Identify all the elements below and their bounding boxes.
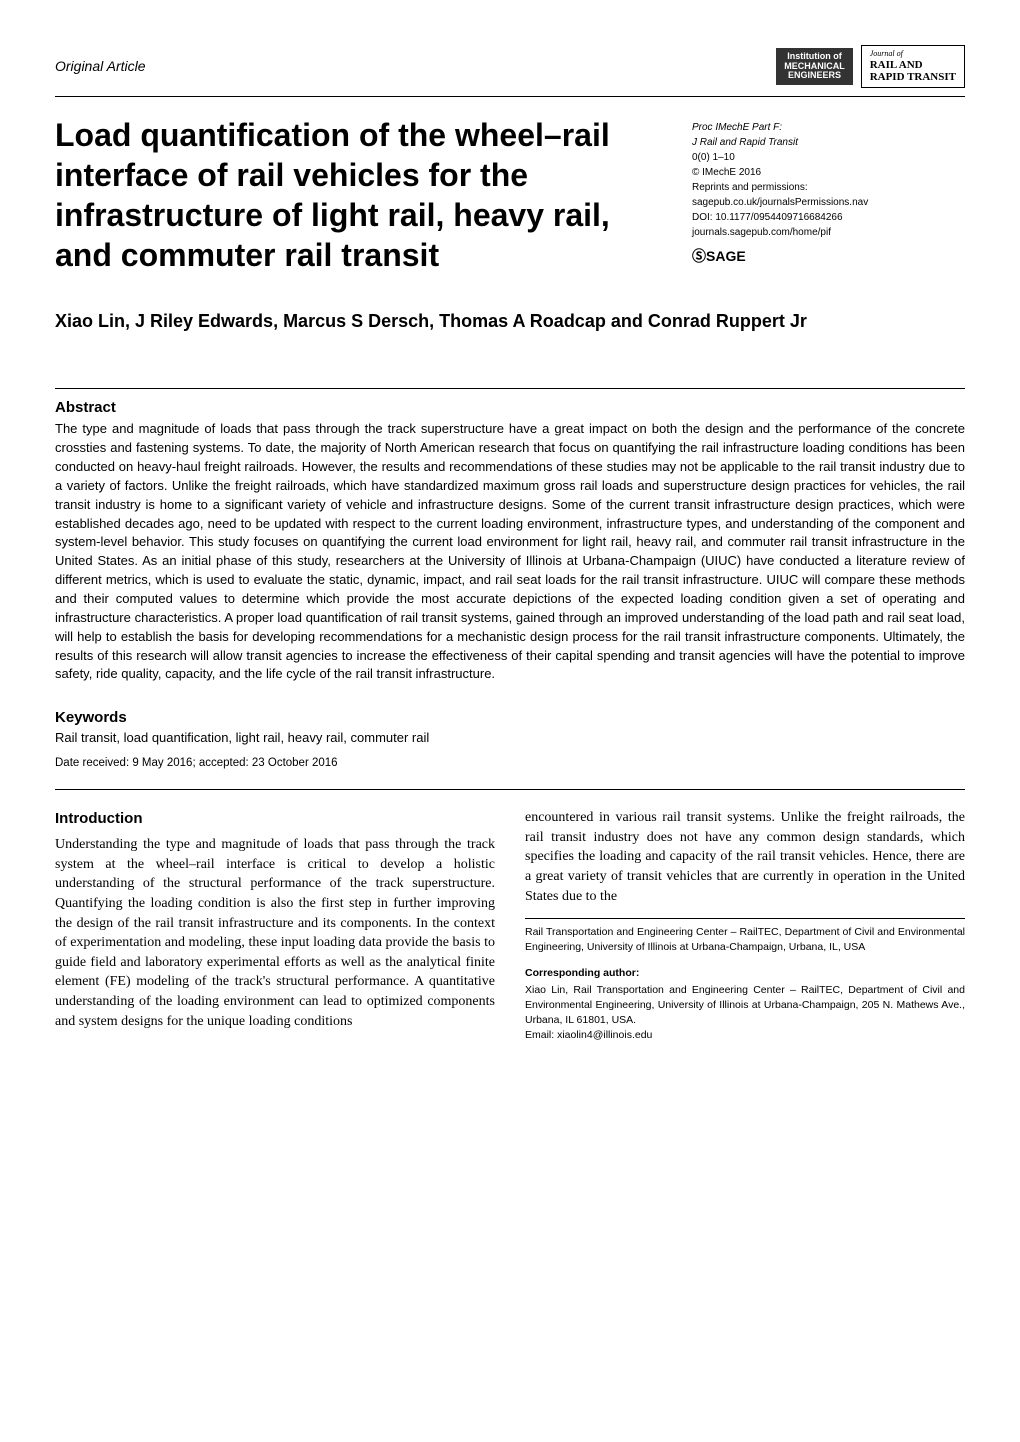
authors: Xiao Lin, J Riley Edwards, Marcus S Ders… [55, 310, 965, 333]
corresponding-author-text: Xiao Lin, Rail Transportation and Engine… [525, 983, 965, 1029]
title-section: Load quantification of the wheel–rail in… [55, 115, 965, 275]
journal-meta: Proc IMechE Part F: J Rail and Rapid Tra… [692, 115, 965, 267]
logo-name: RAPID TRANSIT [870, 71, 956, 83]
sage-logo: ⓈSAGE [692, 246, 965, 267]
abstract-heading: Abstract [55, 399, 965, 416]
journal-url: journals.sagepub.com/home/pif [692, 225, 965, 240]
article-type: Original Article [55, 58, 146, 74]
abstract-section: Abstract The type and magnitude of loads… [55, 399, 965, 684]
permissions-url: sagepub.co.uk/journalsPermissions.nav [692, 195, 965, 210]
keywords-text: Rail transit, load quantification, light… [55, 730, 965, 745]
affiliation-text: Rail Transportation and Engineering Cent… [525, 925, 965, 955]
article-title: Load quantification of the wheel–rail in… [55, 115, 637, 275]
body-columns: Introduction Understanding the type and … [55, 808, 965, 1044]
reprints-label: Reprints and permissions: [692, 180, 965, 195]
dates: Date received: 9 May 2016; accepted: 23 … [55, 757, 965, 769]
logo-line: ENGINEERS [784, 71, 845, 81]
abstract-text: The type and magnitude of loads that pas… [55, 420, 965, 684]
header-row: Original Article Institution of MECHANIC… [55, 45, 965, 88]
journal-sub: J Rail and Rapid Transit [692, 135, 965, 150]
intro-paragraph: Understanding the type and magnitude of … [55, 835, 495, 1031]
doi: DOI: 10.1177/0954409716684266 [692, 210, 965, 225]
logo-group: Institution of MECHANICAL ENGINEERS Jour… [776, 45, 965, 88]
logo-label: Journal of [870, 50, 956, 59]
intro-paragraph-cont: encountered in various rail transit syst… [525, 808, 965, 906]
logo-name: RAIL AND [870, 59, 956, 71]
journal-logo: Journal of RAIL AND RAPID TRANSIT [861, 45, 965, 88]
copyright: © IMechE 2016 [692, 165, 965, 180]
affiliation-block: Rail Transportation and Engineering Cent… [525, 918, 965, 1044]
journal-name: Proc IMechE Part F: [692, 120, 965, 135]
keywords-section: Keywords Rail transit, load quantificati… [55, 709, 965, 745]
pages: 0(0) 1–10 [692, 150, 965, 165]
imeche-logo: Institution of MECHANICAL ENGINEERS [776, 48, 853, 86]
intro-heading: Introduction [55, 808, 495, 829]
body-divider [55, 789, 965, 790]
column-right: encountered in various rail transit syst… [525, 808, 965, 1044]
column-left: Introduction Understanding the type and … [55, 808, 495, 1044]
corresponding-author-email: Email: xiaolin4@illinois.edu [525, 1028, 965, 1043]
abstract-divider [55, 388, 965, 389]
header-divider [55, 96, 965, 97]
keywords-heading: Keywords [55, 709, 965, 726]
corresponding-author-heading: Corresponding author: [525, 966, 965, 981]
